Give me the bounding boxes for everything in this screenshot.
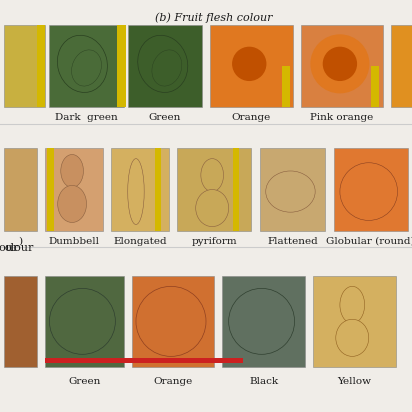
FancyBboxPatch shape [334, 148, 408, 231]
Circle shape [229, 288, 295, 354]
Ellipse shape [57, 35, 108, 92]
Ellipse shape [266, 171, 315, 212]
Bar [371, 66, 379, 107]
FancyBboxPatch shape [301, 25, 383, 107]
Ellipse shape [336, 319, 369, 356]
Circle shape [340, 163, 398, 220]
Text: Green: Green [68, 377, 101, 386]
Text: Yellow: Yellow [337, 377, 371, 386]
Text: Globular (round): Globular (round) [326, 237, 412, 246]
Text: Orange: Orange [153, 377, 193, 386]
Circle shape [49, 288, 115, 354]
Ellipse shape [340, 286, 365, 323]
Circle shape [220, 35, 278, 93]
Ellipse shape [128, 159, 144, 225]
FancyBboxPatch shape [4, 148, 37, 231]
FancyBboxPatch shape [260, 148, 325, 231]
Circle shape [136, 286, 206, 356]
Text: Dumbbell: Dumbbell [49, 237, 100, 246]
Bar [37, 25, 45, 107]
Circle shape [311, 35, 369, 93]
Circle shape [323, 47, 356, 80]
Ellipse shape [58, 185, 87, 222]
Text: pyriform: pyriform [192, 237, 237, 246]
Bar [117, 25, 126, 107]
Bar [233, 148, 239, 231]
Ellipse shape [201, 159, 223, 192]
Ellipse shape [72, 50, 101, 86]
Text: Elongated: Elongated [113, 237, 167, 246]
Bar [282, 66, 290, 107]
FancyBboxPatch shape [222, 276, 305, 367]
Bar [45, 358, 243, 363]
FancyBboxPatch shape [4, 25, 45, 107]
FancyBboxPatch shape [111, 148, 169, 231]
Text: Dark  green: Dark green [55, 113, 118, 122]
FancyBboxPatch shape [45, 148, 103, 231]
Text: Flattened: Flattened [267, 237, 318, 246]
Text: Orange: Orange [232, 113, 271, 122]
Text: olour: olour [0, 243, 19, 253]
Circle shape [233, 47, 266, 80]
FancyBboxPatch shape [45, 276, 124, 367]
Text: Black: Black [249, 377, 278, 386]
FancyBboxPatch shape [391, 25, 412, 107]
FancyBboxPatch shape [210, 25, 293, 107]
Ellipse shape [138, 35, 188, 92]
Ellipse shape [152, 50, 182, 86]
Text: (b) Fruit flesh colour: (b) Fruit flesh colour [155, 12, 273, 23]
FancyBboxPatch shape [132, 276, 214, 367]
Text: Green: Green [149, 113, 181, 122]
Ellipse shape [196, 190, 229, 227]
FancyBboxPatch shape [49, 25, 124, 107]
FancyBboxPatch shape [313, 276, 396, 367]
FancyBboxPatch shape [128, 25, 202, 107]
Ellipse shape [61, 154, 83, 187]
Text: Pink orange: Pink orange [310, 113, 374, 122]
FancyBboxPatch shape [177, 148, 251, 231]
Bar [47, 148, 54, 231]
FancyBboxPatch shape [4, 276, 37, 367]
Bar [154, 148, 161, 231]
Text: olour: olour [4, 243, 33, 253]
Text: ): ) [19, 237, 23, 246]
